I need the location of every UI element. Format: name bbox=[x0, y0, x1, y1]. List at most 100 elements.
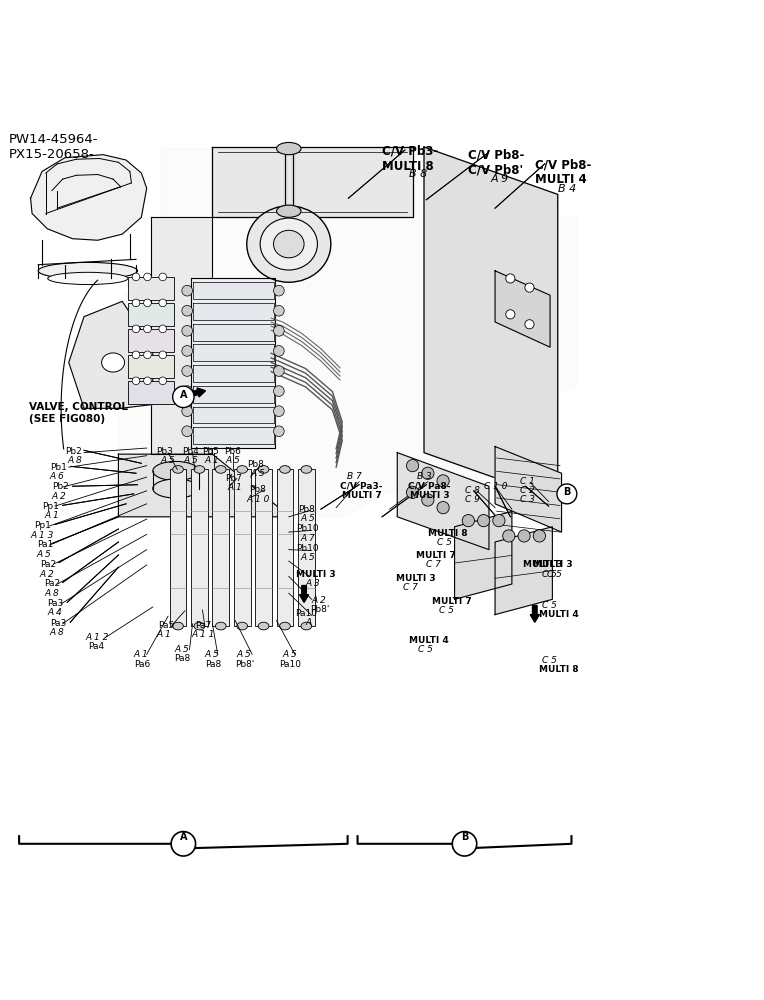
Text: C 7: C 7 bbox=[426, 560, 441, 569]
Ellipse shape bbox=[280, 466, 290, 473]
Text: Pa8: Pa8 bbox=[174, 654, 190, 663]
Bar bbox=[234, 469, 251, 626]
Text: Pp1: Pp1 bbox=[42, 502, 59, 511]
Polygon shape bbox=[495, 527, 552, 615]
Text: Pb8: Pb8 bbox=[247, 460, 264, 469]
Ellipse shape bbox=[274, 230, 304, 258]
Bar bbox=[128, 355, 174, 378]
Bar bbox=[128, 303, 174, 326]
Polygon shape bbox=[118, 149, 577, 517]
Text: A 7: A 7 bbox=[300, 534, 315, 543]
Text: A 5: A 5 bbox=[300, 553, 315, 562]
Circle shape bbox=[506, 274, 515, 283]
Text: Pb1: Pb1 bbox=[50, 463, 66, 472]
Text: C 5: C 5 bbox=[439, 606, 454, 615]
Ellipse shape bbox=[173, 466, 183, 473]
Polygon shape bbox=[397, 453, 489, 550]
Text: Pa4: Pa4 bbox=[88, 642, 104, 651]
Polygon shape bbox=[193, 365, 274, 382]
Circle shape bbox=[182, 285, 193, 296]
Circle shape bbox=[518, 530, 530, 542]
Circle shape bbox=[132, 325, 140, 333]
Text: MULTI 4: MULTI 4 bbox=[409, 636, 448, 645]
Text: Pa5: Pa5 bbox=[158, 621, 174, 630]
Circle shape bbox=[159, 273, 167, 281]
Text: B 3: B 3 bbox=[417, 472, 432, 481]
Circle shape bbox=[462, 515, 474, 527]
Text: A: A bbox=[180, 832, 187, 842]
Text: MULTI 3: MULTI 3 bbox=[396, 574, 435, 583]
Circle shape bbox=[274, 386, 284, 396]
Circle shape bbox=[182, 346, 193, 356]
Circle shape bbox=[406, 460, 419, 472]
Text: A 8: A 8 bbox=[50, 628, 64, 637]
Circle shape bbox=[132, 351, 140, 359]
Text: Pb5: Pb5 bbox=[202, 447, 219, 456]
Text: A 1 1: A 1 1 bbox=[191, 630, 215, 639]
Polygon shape bbox=[495, 271, 550, 347]
Text: Pb2: Pb2 bbox=[65, 447, 82, 456]
Circle shape bbox=[274, 305, 284, 316]
Circle shape bbox=[159, 351, 167, 359]
Circle shape bbox=[533, 530, 545, 542]
Text: A 5: A 5 bbox=[205, 650, 219, 659]
Circle shape bbox=[557, 484, 577, 504]
Text: Pp1: Pp1 bbox=[34, 521, 51, 530]
Text: A 1 0: A 1 0 bbox=[246, 495, 270, 504]
Polygon shape bbox=[151, 217, 212, 454]
Text: Pb3: Pb3 bbox=[157, 447, 173, 456]
Ellipse shape bbox=[261, 218, 318, 270]
Circle shape bbox=[422, 467, 434, 479]
Text: Pa2: Pa2 bbox=[40, 560, 56, 569]
Circle shape bbox=[274, 426, 284, 437]
Text: A 5: A 5 bbox=[160, 456, 175, 465]
Circle shape bbox=[182, 325, 193, 336]
Ellipse shape bbox=[153, 461, 199, 481]
Ellipse shape bbox=[173, 622, 183, 630]
Circle shape bbox=[144, 377, 151, 385]
Text: C 5: C 5 bbox=[548, 570, 562, 579]
Text: A 3: A 3 bbox=[306, 579, 320, 588]
Text: A 5: A 5 bbox=[237, 650, 251, 659]
Text: A 5: A 5 bbox=[283, 650, 297, 659]
Text: C 1 0: C 1 0 bbox=[484, 482, 508, 491]
Circle shape bbox=[182, 305, 193, 316]
Circle shape bbox=[274, 366, 284, 376]
Circle shape bbox=[274, 325, 284, 336]
Text: C 5: C 5 bbox=[542, 656, 557, 665]
Text: MULTI 3: MULTI 3 bbox=[533, 560, 573, 569]
Bar bbox=[191, 469, 208, 626]
Ellipse shape bbox=[215, 466, 226, 473]
Ellipse shape bbox=[280, 622, 290, 630]
Text: A: A bbox=[180, 390, 187, 400]
Text: A 5: A 5 bbox=[225, 456, 240, 465]
Text: A 2: A 2 bbox=[52, 492, 66, 501]
Text: MULTI 7: MULTI 7 bbox=[342, 491, 382, 500]
Polygon shape bbox=[495, 447, 562, 532]
Bar bbox=[128, 329, 174, 352]
Text: C 1: C 1 bbox=[520, 477, 534, 486]
Text: C 2: C 2 bbox=[520, 486, 534, 495]
Text: B 8: B 8 bbox=[409, 169, 427, 179]
Circle shape bbox=[173, 386, 194, 408]
Ellipse shape bbox=[258, 622, 269, 630]
Circle shape bbox=[132, 273, 140, 281]
Polygon shape bbox=[193, 324, 274, 341]
Text: A 1: A 1 bbox=[44, 511, 59, 520]
Text: C/V Pb8-
C/V Pb8': C/V Pb8- C/V Pb8' bbox=[468, 149, 525, 177]
Polygon shape bbox=[193, 282, 274, 299]
Circle shape bbox=[144, 299, 151, 307]
Ellipse shape bbox=[237, 466, 248, 473]
Ellipse shape bbox=[102, 353, 125, 372]
Text: MULTI 7: MULTI 7 bbox=[432, 597, 471, 606]
Ellipse shape bbox=[47, 272, 128, 285]
Ellipse shape bbox=[194, 622, 205, 630]
Text: A 1: A 1 bbox=[205, 456, 219, 465]
Ellipse shape bbox=[237, 622, 248, 630]
Text: C 5: C 5 bbox=[437, 538, 452, 547]
Circle shape bbox=[182, 366, 193, 376]
Ellipse shape bbox=[301, 622, 312, 630]
Text: VALVE, CONTROL
(SEE FIG080): VALVE, CONTROL (SEE FIG080) bbox=[29, 402, 128, 424]
Text: Pa3: Pa3 bbox=[47, 599, 63, 608]
Text: A 5: A 5 bbox=[183, 456, 198, 465]
